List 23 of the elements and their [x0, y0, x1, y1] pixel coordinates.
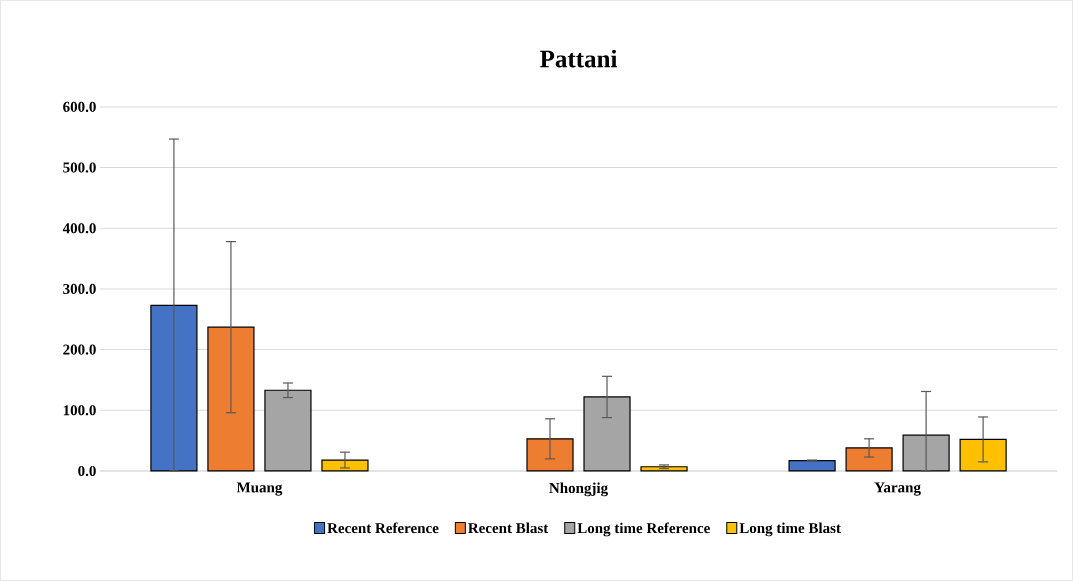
y-tick-label: 500.0: [63, 162, 96, 173]
legend-label: Long time Blast: [739, 522, 841, 537]
legend-label: Recent Blast: [468, 522, 549, 534]
bar: [526, 438, 574, 472]
bar: [264, 389, 312, 472]
x-tick-label: Muang: [236, 482, 283, 496]
x-tick-label: Nhongjig: [549, 482, 608, 497]
y-tick-label: 600.0: [63, 101, 96, 113]
chart-title: Pattani: [540, 49, 618, 68]
bar: [583, 396, 631, 472]
y-tick-label: 100.0: [63, 405, 96, 416]
y-tick-label: 200.0: [63, 344, 96, 355]
bar: [640, 466, 688, 472]
y-tick-label: 0.0: [78, 465, 96, 477]
bar: [321, 459, 369, 472]
bar: [845, 447, 893, 472]
legend-label: Long time Reference: [577, 522, 710, 537]
y-tick-label: 400.0: [62, 223, 96, 234]
legend-label: Recent Reference: [327, 522, 439, 534]
y-tick-label: 300.0: [63, 283, 96, 295]
bar: [788, 460, 836, 472]
bar: [959, 438, 1007, 472]
x-tick-label: Yarang: [874, 482, 921, 496]
